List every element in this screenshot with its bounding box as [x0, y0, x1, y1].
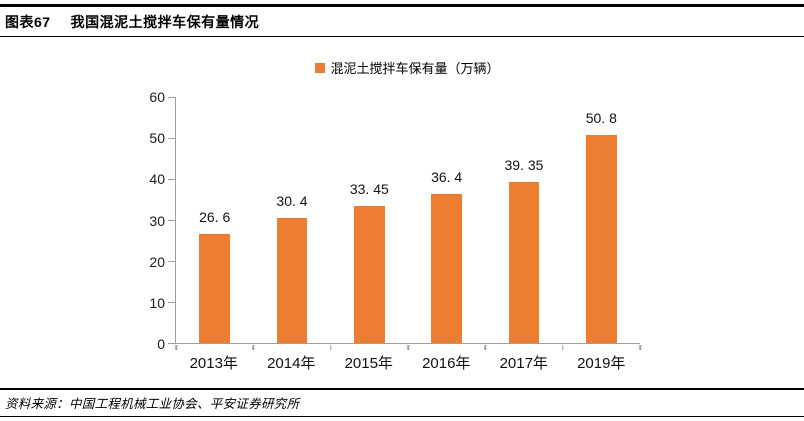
header-bottom-rule: [0, 35, 804, 37]
x-axis-label: 2014年: [267, 355, 316, 372]
bar-slot: 30. 4: [253, 97, 330, 343]
y-tick-mark: [168, 342, 175, 344]
x-tick-mark: [407, 344, 409, 350]
x-axis-label: 2016年: [422, 355, 471, 372]
figure-title-row: 图表67 我国混泥土搅拌车保有量情况: [0, 7, 804, 36]
header-top-rule: [0, 4, 804, 7]
bar-value-label: 39. 35: [504, 156, 544, 173]
x-axis-label: 2013年: [189, 355, 238, 372]
y-tick-label: 20: [149, 253, 165, 270]
footer-top-rule: [0, 388, 804, 390]
figure-title: 我国混泥土搅拌车保有量情况: [70, 13, 260, 30]
bar-value-label: 26. 6: [199, 208, 231, 225]
y-tick-label: 40: [149, 171, 165, 188]
bar-value-label: 50. 8: [585, 109, 617, 126]
x-axis-label: 2017年: [499, 355, 548, 372]
x-tick-mark: [329, 344, 332, 350]
bar: [431, 193, 463, 343]
y-tick-label: 50: [149, 130, 165, 147]
bars: 26. 6 30. 4 33. 45 36. 4 39. 35 50. 8: [176, 97, 640, 343]
bar: [508, 181, 540, 343]
bar-value-label: 36. 4: [431, 168, 463, 185]
bar-chart: 0 10 20 30 40 50 60 26. 6 30. 4 33. 45 36. 4 39. 3…: [130, 90, 804, 351]
bar-slot: 36. 4: [408, 97, 485, 343]
y-tick-label: 0: [157, 336, 165, 352]
legend-label: 混泥土搅拌车保有量（万辆）: [330, 61, 500, 76]
y-tick-mark: [168, 219, 175, 221]
bar-value-label: 30. 4: [276, 193, 308, 210]
x-axis-label: 2015年: [344, 355, 393, 372]
legend-swatch-icon: [315, 62, 326, 73]
footer-bottom-rule: [0, 415, 804, 417]
x-tick-mark: [639, 344, 641, 350]
bar: [199, 233, 231, 343]
y-tick-mark: [168, 178, 175, 181]
x-axis-labels: 2013年 2014年 2015年 2016年 2017年 2019年: [175, 352, 640, 373]
bar-value-label: 33. 45: [349, 180, 389, 197]
y-tick-mark: [168, 137, 175, 139]
y-tick-label: 10: [149, 294, 165, 311]
bar-slot: 50. 8: [563, 97, 640, 343]
y-axis: 0 10 20 30 40 50 60: [130, 90, 175, 351]
bar: [585, 134, 617, 343]
source-text: 资料来源：中国工程机械工业协会、平安证券研究所: [5, 396, 300, 411]
x-axis-label: 2019年: [577, 355, 626, 372]
bar-slot: 33. 45: [331, 97, 408, 343]
y-tick-mark: [168, 301, 175, 304]
chart-legend: 混泥土搅拌车保有量（万辆）: [175, 58, 640, 77]
bar: [353, 205, 385, 343]
plot-area: 26. 6 30. 4 33. 45 36. 4 39. 35 50. 8: [168, 96, 641, 350]
x-tick-mark: [175, 344, 177, 350]
x-tick-mark: [252, 344, 255, 350]
y-tick-label: 60: [149, 89, 165, 105]
y-tick-mark: [168, 260, 175, 263]
x-tick-mark: [561, 344, 564, 350]
y-tick-mark: [168, 96, 175, 98]
figure-number: 图表67: [5, 13, 51, 30]
x-tick-mark: [484, 344, 487, 350]
bar-slot: 26. 6: [176, 97, 253, 343]
source-footer: 资料来源：中国工程机械工业协会、平安证券研究所: [0, 388, 804, 417]
bar-slot: 39. 35: [485, 97, 562, 343]
y-tick-label: 30: [149, 212, 165, 229]
bar: [276, 218, 308, 343]
